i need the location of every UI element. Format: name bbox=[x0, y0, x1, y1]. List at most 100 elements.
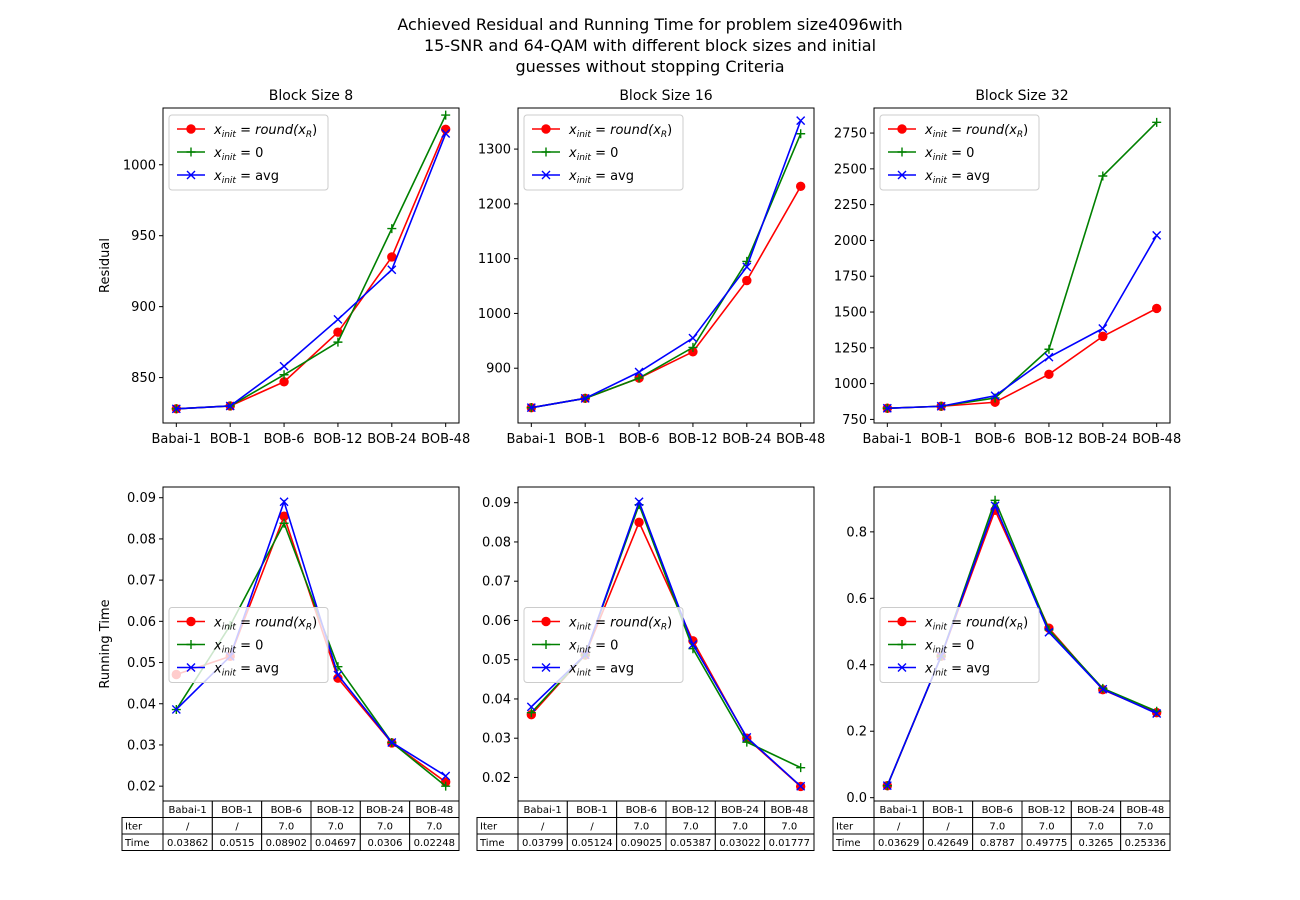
data-point bbox=[441, 129, 451, 139]
table-cell-value: / bbox=[590, 822, 594, 833]
legend-swatch-marker bbox=[541, 170, 551, 180]
y-tick-label: 0.02 bbox=[127, 780, 156, 795]
x-tick-label: BOB-48 bbox=[421, 432, 470, 447]
legend-swatch-marker bbox=[541, 640, 551, 649]
table-cell-value: 7.0 bbox=[989, 822, 1005, 833]
data-point bbox=[333, 314, 343, 324]
chart-1: Block Size 8 850 900 950 1000 Residual Babai-1… bbox=[98, 88, 470, 447]
table-header-label: BOB-24 bbox=[1077, 805, 1115, 816]
data-point bbox=[882, 403, 892, 413]
y-tick-label: 0.0 bbox=[846, 791, 867, 806]
table-cell-value: 7.0 bbox=[328, 822, 344, 833]
table-header-label: BOB-1 bbox=[932, 805, 963, 816]
data-point bbox=[441, 781, 451, 791]
table-header-label: BOB-6 bbox=[271, 805, 302, 816]
data-table: Babai-1 BOB-1 BOB-6 BOB-12 BOB-24 BOB-48 Iter /… bbox=[476, 800, 815, 851]
figure-title: Achieved Residual and Running Time for p… bbox=[0, 14, 1300, 77]
table-cell-value: 0.03862 bbox=[167, 838, 208, 849]
data-point bbox=[634, 517, 644, 528]
y-tick-label: 2500 bbox=[834, 162, 867, 177]
table-row-label: Time bbox=[835, 838, 860, 849]
legend-label: xinit = avg bbox=[924, 662, 990, 679]
table-cell-value: 0.01777 bbox=[769, 838, 810, 849]
legend: xinit = round(xR) xinit = 0 xinit = avg bbox=[168, 114, 329, 191]
legend: xinit = round(xR) xinit = 0 xinit = avg bbox=[523, 607, 684, 683]
data-point bbox=[634, 367, 644, 377]
chart-2: Block Size 16 900 1000 1100 1200 1300 Babai-1 B… bbox=[478, 88, 825, 447]
table-header-label: BOB-12 bbox=[1028, 805, 1066, 816]
data-point bbox=[1098, 171, 1108, 181]
data-point bbox=[742, 256, 752, 266]
legend-swatch-marker bbox=[897, 663, 907, 672]
table-row-label: Iter bbox=[836, 822, 854, 833]
table-cell-value: / bbox=[946, 822, 950, 833]
data-table: Babai-1 BOB-1 BOB-6 BOB-12 BOB-24 BOB-48 Iter /… bbox=[121, 800, 460, 851]
data-point bbox=[796, 116, 806, 126]
data-point bbox=[990, 391, 1000, 401]
data-point bbox=[171, 704, 181, 714]
legend-swatch-marker bbox=[186, 124, 196, 134]
table-cell bbox=[764, 833, 815, 851]
table-cell-value: / bbox=[235, 822, 239, 833]
table-cell-value: 0.49775 bbox=[1026, 838, 1067, 849]
legend-label: xinit = avg bbox=[924, 169, 990, 186]
data-point bbox=[796, 781, 806, 791]
y-tick-label: 0.07 bbox=[127, 574, 156, 589]
data-point bbox=[1044, 344, 1054, 354]
chart-5: 0.02 0.03 0.04 0.05 0.06 0.07 0.08 0.09 xinit = … bbox=[476, 486, 815, 851]
x-tick-label: BOB-12 bbox=[668, 432, 717, 447]
y-tick-label: 2250 bbox=[834, 198, 867, 213]
table-cell-value: 0.05124 bbox=[571, 838, 612, 849]
y-tick-label: 0.2 bbox=[846, 725, 867, 740]
x-tick-label: BOB-24 bbox=[722, 432, 771, 447]
table-cell-value: 0.8787 bbox=[980, 838, 1015, 849]
y-tick-label: 0.8 bbox=[846, 525, 867, 540]
legend-frame bbox=[168, 607, 329, 683]
legend-swatch-marker bbox=[541, 663, 551, 672]
x-tick-label: BOB-1 bbox=[210, 432, 251, 447]
data-point bbox=[171, 404, 181, 414]
x-tick-label: BOB-1 bbox=[921, 432, 962, 447]
data-point bbox=[1044, 369, 1054, 380]
series-line bbox=[176, 133, 447, 410]
data-point bbox=[279, 518, 289, 528]
legend-label: xinit = round(xR) bbox=[213, 123, 317, 140]
legend-swatch-marker bbox=[186, 640, 196, 649]
y-tick-label: 1000 bbox=[478, 307, 511, 322]
legend-swatch-marker bbox=[897, 170, 907, 180]
legend-label: xinit = 0 bbox=[213, 146, 263, 163]
table-header-label: BOB-48 bbox=[415, 805, 453, 816]
legend-label: xinit = 0 bbox=[568, 146, 618, 163]
y-tick-label: 0.06 bbox=[127, 615, 156, 630]
x-tick-label: BOB-6 bbox=[619, 432, 660, 447]
x-tick-label: BOB-6 bbox=[975, 432, 1016, 447]
data-point bbox=[742, 262, 752, 272]
legend-label: xinit = 0 bbox=[924, 146, 974, 163]
legend-label: xinit = 0 bbox=[924, 639, 974, 656]
x-tick-label: BOB-48 bbox=[776, 432, 825, 447]
x-tick-label: Babai-1 bbox=[862, 432, 912, 447]
legend-frame bbox=[523, 607, 684, 683]
y-tick-label: 750 bbox=[842, 413, 867, 428]
subplot-title: Block Size 16 bbox=[619, 88, 712, 104]
figure-title-line-3: guesses without stopping Criteria bbox=[515, 57, 785, 76]
table-cell-value: 7.0 bbox=[1137, 822, 1153, 833]
chart-3: Block Size 32 750 1000 1250 1500 1750 2000 2250… bbox=[834, 88, 1181, 447]
data-point bbox=[225, 401, 235, 411]
y-tick-label: 1200 bbox=[478, 197, 511, 212]
data-point bbox=[387, 265, 397, 275]
y-tick-label: 0.08 bbox=[127, 532, 156, 547]
table-row-label: Time bbox=[124, 838, 149, 849]
y-tick-label: 0.07 bbox=[482, 575, 511, 590]
table-header-label: Babai-1 bbox=[880, 805, 918, 816]
y-tick-label: 0.04 bbox=[482, 692, 511, 707]
table-header-label: BOB-1 bbox=[576, 805, 607, 816]
legend: xinit = round(xR) xinit = 0 xinit = avg bbox=[523, 114, 684, 191]
x-tick-label: BOB-1 bbox=[565, 432, 606, 447]
subplot-title: Block Size 32 bbox=[975, 88, 1068, 104]
data-point bbox=[333, 670, 343, 680]
series-3 bbox=[526, 116, 806, 413]
legend-swatch-marker bbox=[897, 124, 907, 134]
